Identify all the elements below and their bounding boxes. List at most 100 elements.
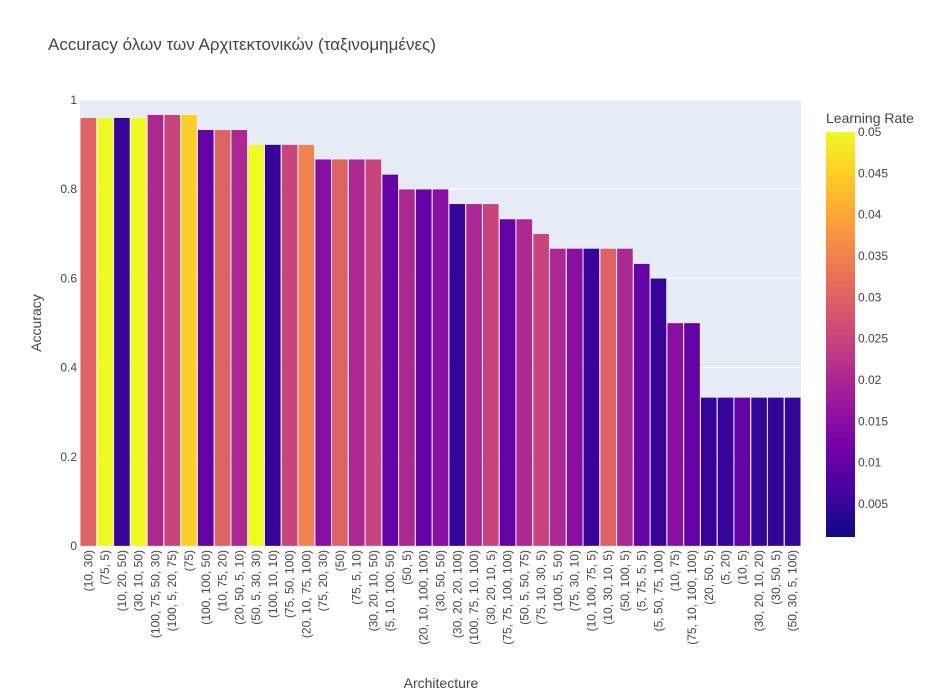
bar xyxy=(231,129,248,547)
bar xyxy=(784,397,801,547)
x-tick-label: (5, 10, 100, 50) xyxy=(383,550,397,631)
x-tick-label: (75, 10, 30, 5) xyxy=(534,550,548,625)
colorbar-title: Learning Rate xyxy=(826,110,914,126)
chart-title: Accuracy όλων των Αρχιτεκτονικών (ταξινο… xyxy=(48,35,436,54)
bar xyxy=(281,144,298,547)
colorbar-tick-label: 0.01 xyxy=(858,456,882,470)
x-tick-label: (30, 20, 20, 100) xyxy=(450,550,464,638)
x-tick-label: (75, 10, 100, 100) xyxy=(685,550,699,645)
y-tick-label: 0.2 xyxy=(60,450,77,464)
x-tick-label: (30, 20, 10, 5) xyxy=(484,550,498,625)
bar xyxy=(482,203,499,547)
colorbar-tick-label: 0.04 xyxy=(858,208,882,222)
bar xyxy=(264,144,281,547)
x-tick-label: (50, 5) xyxy=(400,550,414,585)
x-tick-label: (50, 30, 5, 100) xyxy=(786,550,800,631)
x-tick-label: (30, 50, 50) xyxy=(434,550,448,611)
bar xyxy=(683,322,701,547)
y-tick-label: 0 xyxy=(70,539,77,553)
bar xyxy=(298,144,315,547)
colorbar-tick-label: 0.025 xyxy=(858,332,888,346)
bar xyxy=(331,159,349,547)
bar xyxy=(382,174,399,547)
x-tick-label: (75, 5, 10) xyxy=(350,550,364,605)
bar xyxy=(113,117,131,547)
y-tick-label: 0.8 xyxy=(60,182,77,196)
bar xyxy=(616,248,634,547)
bar xyxy=(214,129,231,547)
colorbar-tick-labels: 0.005 0.01 0.015 0.02 0.025 0.03 0.035 0.04 0.04… xyxy=(858,125,888,511)
x-tick-labels: (10, 30) (75, 5) (10, 20, 50) (30, 10, 50)(… xyxy=(81,550,799,645)
bars xyxy=(80,114,801,547)
x-tick-label: (100, 10, 10) xyxy=(266,550,280,618)
colorbar-tick-label: 0.045 xyxy=(858,166,888,180)
x-tick-label: (50) xyxy=(333,550,347,571)
x-tick-label: (75) xyxy=(182,550,196,571)
bar xyxy=(247,144,265,547)
bar xyxy=(767,397,784,547)
bar xyxy=(667,322,684,547)
x-tick-label: (50, 100, 5) xyxy=(618,550,632,611)
colorbar-tick-label: 0.03 xyxy=(858,290,882,304)
colorbar-tick-label: 0.05 xyxy=(858,125,882,139)
colorbar-tick-label: 0.02 xyxy=(858,373,882,387)
y-axis-title: Accuracy xyxy=(28,294,44,352)
bar xyxy=(549,248,567,547)
x-tick-label: (75, 5) xyxy=(98,550,112,585)
bar xyxy=(365,159,382,547)
x-tick-label: (10, 20, 50) xyxy=(115,550,129,611)
x-tick-label: (75, 30, 10) xyxy=(568,550,582,611)
x-tick-label: (20, 10, 100, 100) xyxy=(417,550,431,645)
x-tick-label: (30, 10, 50) xyxy=(132,550,146,611)
x-axis-title: Architecture xyxy=(404,675,479,691)
x-tick-label: (5, 50, 75, 100) xyxy=(651,550,665,631)
bar xyxy=(197,129,214,547)
bar xyxy=(650,278,667,547)
bar xyxy=(147,114,164,547)
bar xyxy=(80,117,97,547)
y-tick-labels: 0 0.2 0.4 0.6 0.8 1 xyxy=(60,93,77,553)
x-tick-label: (20, 10, 75, 100) xyxy=(299,550,313,638)
bar xyxy=(750,397,768,547)
bar xyxy=(97,117,114,547)
x-tick-label: (100, 75, 50, 30) xyxy=(148,550,162,638)
x-tick-label: (100, 5, 50) xyxy=(551,550,565,611)
colorbar-tick-label: 0.005 xyxy=(858,497,888,511)
x-tick-label: (10, 75, 20) xyxy=(216,550,230,611)
bar xyxy=(415,189,432,547)
bar xyxy=(532,233,550,547)
bar xyxy=(465,203,483,547)
bar xyxy=(449,203,466,547)
bar xyxy=(734,397,751,547)
bar xyxy=(633,263,650,547)
bar xyxy=(164,114,181,547)
x-tick-label: (75, 75, 100, 100) xyxy=(501,550,515,645)
x-tick-label: (10, 30) xyxy=(81,550,95,591)
bar xyxy=(499,218,516,547)
x-tick-label: (50, 5, 50, 75) xyxy=(517,550,531,625)
x-tick-label: (20, 50, 5, 10) xyxy=(232,550,246,625)
x-tick-label: (100, 100, 50) xyxy=(199,550,213,625)
x-tick-label: (10, 5) xyxy=(735,550,749,585)
colorbar-tick-label: 0.015 xyxy=(858,414,888,428)
bar xyxy=(700,397,717,547)
bar xyxy=(180,114,198,547)
bar xyxy=(583,248,600,547)
colorbar xyxy=(826,132,855,537)
bar xyxy=(432,189,449,547)
x-tick-label: (75, 50, 100) xyxy=(283,550,297,618)
bar xyxy=(516,218,533,547)
bar xyxy=(130,117,147,547)
x-tick-label: (5, 75, 5, 5) xyxy=(635,550,649,611)
bar xyxy=(348,159,365,547)
y-tick-label: 0.4 xyxy=(60,361,77,375)
bar xyxy=(566,248,583,547)
x-tick-label: (30, 20, 10, 20) xyxy=(752,550,766,631)
x-tick-label: (20, 50, 5) xyxy=(702,550,716,605)
x-tick-label: (10, 75) xyxy=(668,550,682,591)
x-tick-label: (30, 20, 10, 50) xyxy=(366,550,380,631)
x-tick-label: (50, 5, 30, 30) xyxy=(249,550,263,625)
y-tick-label: 1 xyxy=(70,93,77,107)
colorbar-tick-label: 0.035 xyxy=(858,249,888,263)
